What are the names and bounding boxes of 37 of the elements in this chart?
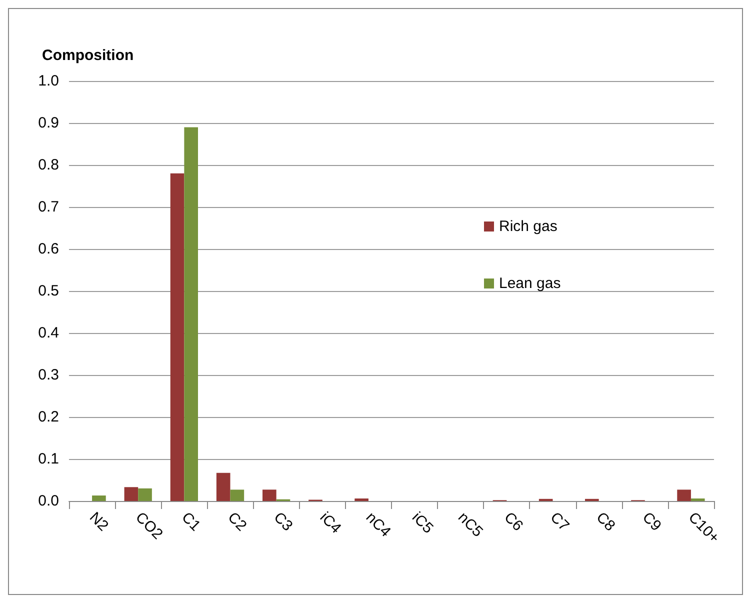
x-tick-label: C8: [592, 508, 618, 535]
y-tick-label: 0.2: [38, 408, 59, 426]
y-tick-label: 0.5: [38, 282, 59, 300]
bar: [354, 498, 368, 501]
bar: [677, 490, 691, 501]
x-tick-label: C2: [224, 508, 250, 535]
y-tick-label: 0.7: [38, 198, 59, 216]
y-tick-label: 0.8: [38, 156, 59, 174]
y-tick-label: 0.6: [38, 240, 59, 258]
bar: [230, 490, 244, 501]
y-tick-label: 0.4: [38, 324, 59, 342]
bar: [216, 472, 230, 501]
x-tick-label: iC4: [316, 508, 344, 537]
x-tick-label: C7: [546, 508, 572, 535]
x-tick-label: C6: [500, 508, 526, 535]
y-tick-label: 0.3: [38, 366, 59, 384]
y-tick-label: 1.0: [38, 72, 59, 90]
bar: [184, 127, 198, 501]
bar: [262, 490, 276, 501]
y-tick-label: 0.9: [38, 114, 59, 132]
x-tick-label: nC5: [454, 508, 486, 540]
chart-title: Composition: [42, 47, 134, 64]
x-tick-label: C9: [638, 508, 664, 535]
x-tick-label: iC5: [408, 508, 436, 537]
x-tick-label: N2: [86, 508, 112, 535]
x-tick-label: nC4: [362, 508, 394, 540]
y-tick-label: 0.1: [38, 450, 59, 468]
bar: [170, 173, 184, 501]
x-tick-label: C1: [178, 508, 204, 535]
x-tick-label: C3: [270, 508, 296, 535]
bar: [690, 498, 705, 501]
bar: [92, 496, 106, 501]
y-tick-label: 0.0: [38, 492, 59, 510]
legend-label: Lean gas: [499, 275, 561, 292]
legend-label: Rich gas: [499, 218, 558, 235]
bar: [138, 488, 152, 501]
bar: [124, 487, 138, 501]
